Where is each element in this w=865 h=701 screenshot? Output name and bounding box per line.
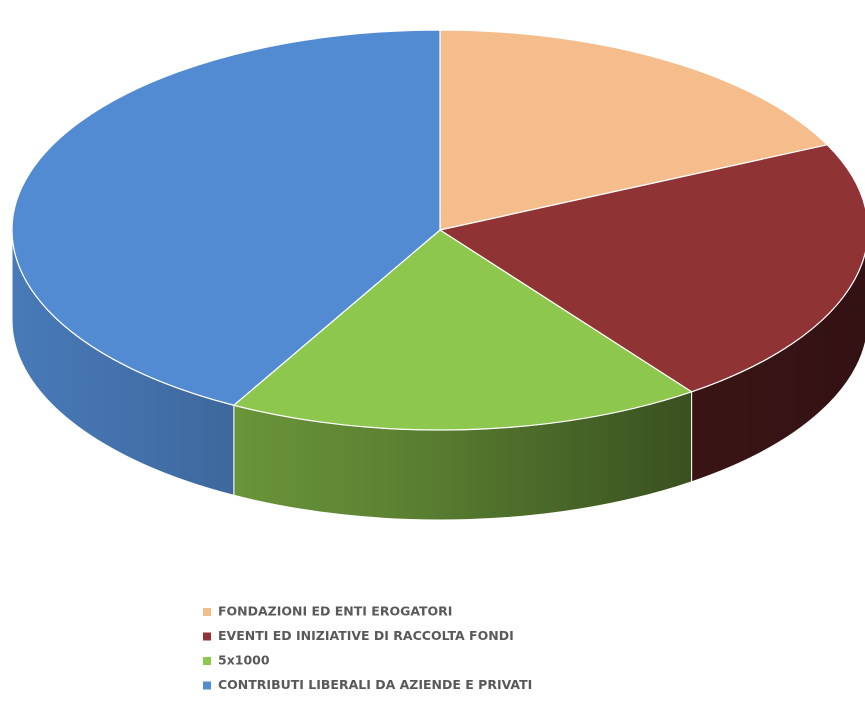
slice	[232, 229, 693, 431]
legend-label: EVENTI ED INIZIATIVE DI RACCOLTA FONDI	[218, 628, 514, 643]
legend-marker	[203, 681, 211, 690]
legend-marker	[203, 608, 211, 616]
legend-label: CONTRIBUTI LIBERALI DA AZIENDE E PRIVATI	[218, 677, 532, 692]
legend-label: 5x1000	[218, 653, 270, 668]
slice	[11, 29, 441, 406]
slice	[439, 29, 829, 231]
legend-marker	[203, 657, 211, 665]
legend-marker	[203, 632, 211, 641]
slice	[438, 144, 865, 393]
legend-label: FONDAZIONI ED ENTI EROGATORI	[218, 604, 452, 619]
